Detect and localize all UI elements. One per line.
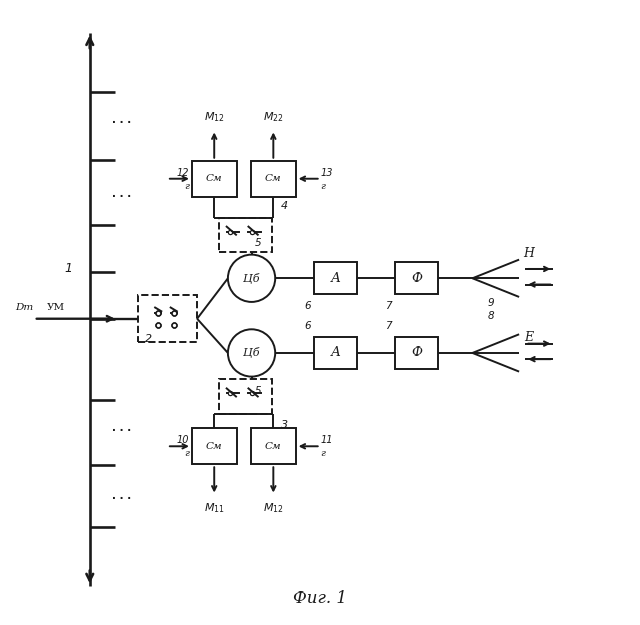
Text: 7: 7: [385, 321, 392, 331]
Text: г: г: [321, 182, 326, 191]
Text: 3: 3: [281, 420, 288, 430]
Text: Фиг. 1: Фиг. 1: [293, 590, 347, 608]
Text: $M_{11}$: $M_{11}$: [204, 501, 225, 515]
Text: 11: 11: [321, 435, 333, 445]
Text: 6: 6: [304, 301, 310, 311]
Text: 9: 9: [488, 298, 495, 308]
Circle shape: [228, 329, 275, 377]
FancyBboxPatch shape: [192, 428, 237, 464]
Text: г: г: [184, 182, 189, 191]
FancyBboxPatch shape: [219, 379, 272, 414]
Text: H: H: [523, 247, 534, 260]
Text: $M_{22}$: $M_{22}$: [263, 110, 284, 124]
Text: А: А: [330, 346, 340, 359]
Text: А: А: [330, 272, 340, 285]
Text: Цб: Цб: [243, 348, 260, 359]
Text: Цб: Цб: [243, 272, 260, 284]
FancyBboxPatch shape: [219, 217, 272, 252]
FancyBboxPatch shape: [314, 337, 357, 369]
Text: $M_{12}$: $M_{12}$: [204, 110, 225, 124]
Text: Cм: Cм: [265, 174, 282, 183]
FancyBboxPatch shape: [138, 296, 197, 342]
Text: . . .: . . .: [111, 422, 131, 432]
Text: Ф: Ф: [411, 272, 422, 285]
Text: Cм: Cм: [206, 442, 223, 451]
Text: 5: 5: [255, 386, 261, 396]
Text: 6: 6: [304, 321, 310, 331]
Text: 2: 2: [145, 334, 152, 344]
Text: Dm: Dm: [15, 304, 33, 312]
FancyBboxPatch shape: [192, 161, 237, 197]
Circle shape: [228, 254, 275, 302]
Text: УМ: УМ: [47, 304, 65, 312]
Text: 1: 1: [64, 262, 72, 276]
FancyBboxPatch shape: [395, 262, 438, 294]
Text: E: E: [524, 331, 533, 344]
Text: 5: 5: [255, 238, 261, 248]
Text: 7: 7: [385, 301, 392, 311]
Text: . . .: . . .: [111, 491, 131, 501]
Text: 13: 13: [321, 168, 333, 177]
Text: г: г: [184, 449, 189, 458]
Text: 12: 12: [176, 168, 189, 177]
Text: Cм: Cм: [206, 174, 223, 183]
FancyBboxPatch shape: [314, 262, 357, 294]
Text: 4: 4: [281, 201, 288, 211]
FancyBboxPatch shape: [251, 428, 296, 464]
Text: 8: 8: [488, 311, 495, 321]
Text: Cм: Cм: [265, 442, 282, 451]
Text: $M_{12}$: $M_{12}$: [263, 501, 284, 515]
Text: . . .: . . .: [111, 114, 131, 124]
FancyBboxPatch shape: [251, 161, 296, 197]
FancyBboxPatch shape: [395, 337, 438, 369]
Text: г: г: [321, 449, 326, 458]
Text: 10: 10: [176, 435, 189, 445]
Text: . . .: . . .: [111, 189, 131, 199]
Text: Ф: Ф: [411, 346, 422, 359]
